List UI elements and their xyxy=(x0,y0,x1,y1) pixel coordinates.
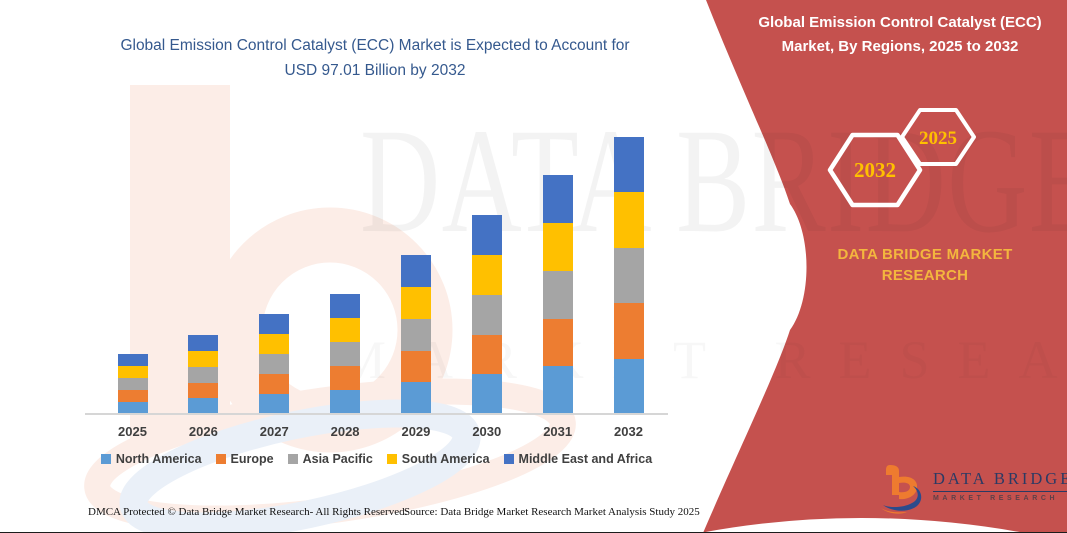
company-logo-name: DATA BRIDGE xyxy=(933,469,1067,492)
legend-swatch xyxy=(100,454,111,464)
x-axis-label-2026: 2026 xyxy=(188,424,218,439)
bar-segment-2027-south-america xyxy=(259,333,290,354)
legend-label: North America xyxy=(115,452,202,466)
legend-label: Asia Pacific xyxy=(302,452,373,466)
bar-segment-2030-middle-east-and-africa xyxy=(471,215,502,255)
legend-item-europe: Europe xyxy=(215,452,274,466)
bar-segment-2029-north-america xyxy=(400,382,431,414)
bar-segment-2025-middle-east-and-africa xyxy=(117,354,148,366)
bar-2026 xyxy=(188,335,219,414)
bar-2025 xyxy=(117,354,148,414)
bar-segment-2028-south-america xyxy=(330,317,361,342)
legend-label: Europe xyxy=(230,452,274,466)
brand-text-line1: DATA BRIDGE MARKET xyxy=(837,246,1013,263)
bar-segment-2029-europe xyxy=(400,350,431,383)
bar-segment-2025-europe xyxy=(117,390,148,402)
x-axis-label-2030: 2030 xyxy=(472,424,502,439)
legend-swatch xyxy=(287,454,298,464)
bar-segment-2031-middle-east-and-africa xyxy=(542,175,573,223)
bar-2030 xyxy=(471,215,502,414)
x-axis-label-2029: 2029 xyxy=(401,424,431,439)
bar-segment-2032-europe xyxy=(613,303,644,359)
bar-segment-2031-south-america xyxy=(542,223,573,271)
bar-segment-2026-north-america xyxy=(188,398,219,414)
x-axis-label-2032: 2032 xyxy=(614,424,643,439)
brand-text-line2: RESEARCH xyxy=(881,267,969,284)
legend-item-south-america: South America xyxy=(386,452,490,466)
bar-segment-2030-asia-pacific xyxy=(471,294,502,335)
legend-swatch xyxy=(503,454,514,464)
bar-segment-2028-europe xyxy=(330,365,361,390)
data-bridge-logo-icon xyxy=(881,465,922,514)
bar-segment-2025-asia-pacific xyxy=(117,378,148,390)
bar-segment-2026-asia-pacific xyxy=(188,366,219,383)
x-axis-line xyxy=(85,413,668,415)
bar-segment-2030-south-america xyxy=(471,255,502,295)
hexagon-2032 xyxy=(827,132,923,208)
bar-segment-2029-asia-pacific xyxy=(400,318,431,351)
bar-segment-2032-asia-pacific xyxy=(613,247,644,304)
bar-segment-2026-europe xyxy=(188,382,219,399)
chart-legend: North America Europe Asia Pacific South Ame… xyxy=(85,452,668,466)
bar-2027 xyxy=(259,313,290,414)
legend-item-asia-pacific: Asia Pacific xyxy=(287,452,373,466)
bar-segment-2025-south-america xyxy=(117,366,148,378)
bar-segment-2029-middle-east-and-africa xyxy=(400,255,431,288)
legend-item-middle-east-and-africa: Middle East and Africa xyxy=(503,452,653,466)
bar-segment-2029-south-america xyxy=(400,287,431,319)
x-axis-label-2031: 2031 xyxy=(543,424,573,439)
company-logo-tagline: MARKET RESEARCH xyxy=(933,495,1059,502)
bar-segment-2027-asia-pacific xyxy=(259,353,290,374)
legend-swatch xyxy=(215,454,226,464)
bar-segment-2030-europe xyxy=(471,334,502,375)
company-logo: DATA BRIDGE MARKET RESEARCH xyxy=(880,463,1067,515)
bar-segment-2028-north-america xyxy=(330,389,361,414)
hexagon-2032-label: 2032 xyxy=(854,158,896,182)
hexagon-year-badges: 2032 2025 xyxy=(827,108,976,208)
x-axis-label-2025: 2025 xyxy=(118,424,147,439)
brand-text: DATA BRIDGE MARKET RESEARCH xyxy=(800,244,1050,286)
bar-2032 xyxy=(613,136,644,414)
bar-segment-2028-middle-east-and-africa xyxy=(330,293,361,318)
legend-label: South America xyxy=(401,452,490,466)
bar-segment-2026-south-america xyxy=(188,351,219,367)
x-axis-label-2028: 2028 xyxy=(330,424,360,439)
footer-source-text: Source: Data Bridge Market Research Mark… xyxy=(404,506,700,518)
bar-segment-2031-europe xyxy=(542,318,573,367)
bar-2031 xyxy=(542,175,573,414)
page-title: Global Emission Control Catalyst (ECC) M… xyxy=(120,37,630,79)
bar-segment-2027-europe xyxy=(259,373,290,394)
hexagon-2025 xyxy=(900,108,976,166)
hexagon-2025-label: 2025 xyxy=(919,128,957,149)
bar-segment-2025-north-america xyxy=(117,402,148,414)
bar-segment-2030-north-america xyxy=(471,374,502,414)
bar-segment-2027-north-america xyxy=(259,393,290,414)
x-axis-label-2027: 2027 xyxy=(259,424,289,439)
bar-segment-2032-south-america xyxy=(613,192,644,248)
panel-title: Global Emission Control Catalyst (ECC) M… xyxy=(758,14,1042,55)
legend-label: Middle East and Africa xyxy=(518,452,653,466)
bar-segment-2031-north-america xyxy=(542,366,573,414)
bar-segment-2028-asia-pacific xyxy=(330,341,361,366)
legend-item-north-america: North America xyxy=(100,452,202,466)
bar-segment-2032-middle-east-and-africa xyxy=(613,136,644,193)
bottom-border-line xyxy=(0,531,1067,533)
legend-swatch xyxy=(386,454,397,464)
footer-dmca-text: DMCA Protected © Data Bridge Market Rese… xyxy=(88,506,408,518)
bar-segment-2027-middle-east-and-africa xyxy=(259,313,290,334)
bar-segment-2031-asia-pacific xyxy=(542,270,573,319)
bar-2029 xyxy=(400,255,431,414)
bar-segment-2026-middle-east-and-africa xyxy=(188,335,219,352)
bar-segment-2032-north-america xyxy=(613,358,644,414)
company-logo-text: DATA BRIDGE MARKET RESEARCH xyxy=(933,463,1067,502)
bar-chart-plot-area xyxy=(85,118,668,414)
bar-2028 xyxy=(330,293,361,414)
